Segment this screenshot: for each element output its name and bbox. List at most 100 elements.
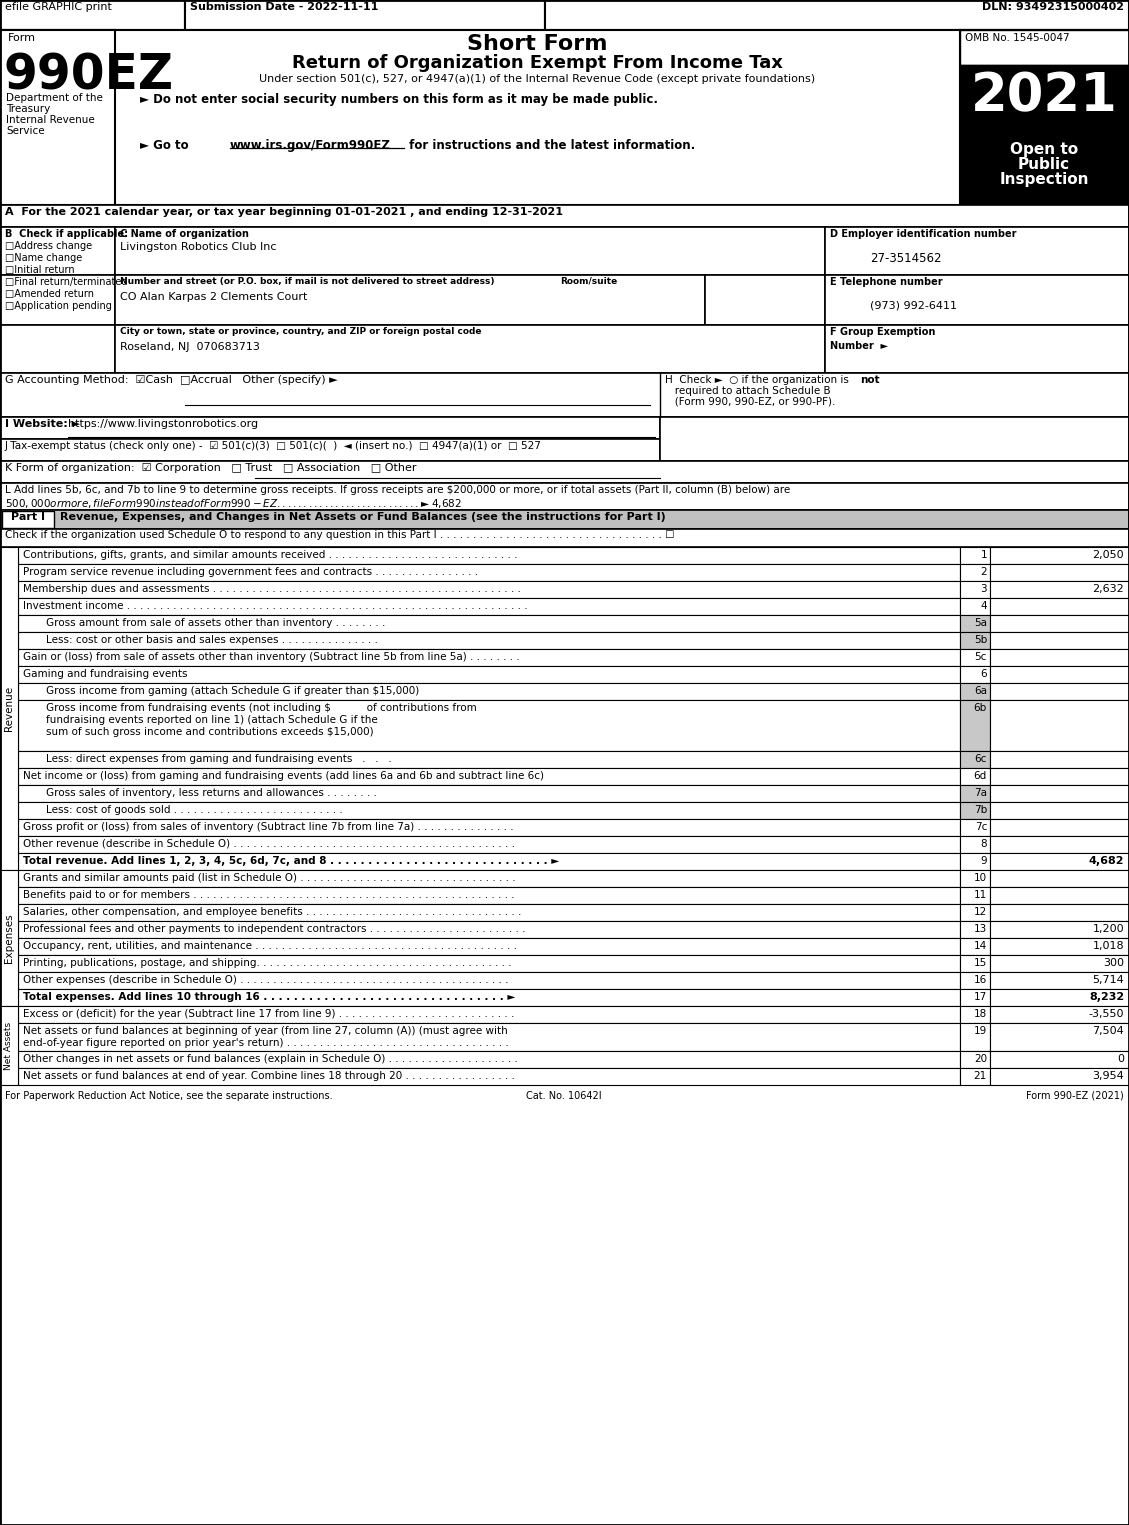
Bar — [990, 971, 1129, 990]
Text: Expenses: Expenses — [5, 913, 14, 962]
Bar — [960, 66, 1129, 136]
Bar — [0, 274, 115, 325]
Text: Gross income from fundraising events (not including $           of contributions: Gross income from fundraising events (no… — [46, 703, 476, 714]
Text: F Group Exemption: F Group Exemption — [830, 326, 935, 337]
Bar — [2, 511, 54, 528]
Text: Roseland, NJ  070683713: Roseland, NJ 070683713 — [120, 342, 260, 352]
Text: E Telephone number: E Telephone number — [830, 278, 943, 287]
Text: Investment income . . . . . . . . . . . . . . . . . . . . . . . . . . . . . . . : Investment income . . . . . . . . . . . … — [23, 601, 527, 612]
Text: Total expenses. Add lines 10 through 16 . . . . . . . . . . . . . . . . . . . . : Total expenses. Add lines 10 through 16 … — [23, 991, 515, 1002]
Bar — [990, 1006, 1129, 1023]
Text: I Website: ►: I Website: ► — [5, 419, 80, 429]
Bar — [960, 888, 990, 904]
Text: 1,018: 1,018 — [1093, 941, 1124, 952]
Text: 6a: 6a — [974, 686, 987, 695]
Text: □Final return/terminated: □Final return/terminated — [5, 278, 128, 287]
Text: Grants and similar amounts paid (list in Schedule O) . . . . . . . . . . . . . .: Grants and similar amounts paid (list in… — [23, 872, 516, 883]
Text: 6: 6 — [980, 669, 987, 679]
Text: Public: Public — [1018, 157, 1070, 172]
Bar — [960, 785, 990, 802]
Text: 2: 2 — [980, 567, 987, 576]
Bar — [990, 904, 1129, 921]
Text: 1,200: 1,200 — [1093, 924, 1124, 933]
Text: Department of the: Department of the — [6, 93, 103, 104]
Text: www.irs.gov/Form990EZ: www.irs.gov/Form990EZ — [230, 139, 391, 153]
Bar — [825, 325, 1129, 374]
Bar — [0, 325, 115, 374]
Text: 8,232: 8,232 — [1088, 991, 1124, 1002]
Text: Membership dues and assessments . . . . . . . . . . . . . . . . . . . . . . . . : Membership dues and assessments . . . . … — [23, 584, 520, 595]
Bar — [18, 1023, 960, 1051]
Text: 990EZ: 990EZ — [5, 50, 174, 99]
Text: Salaries, other compensation, and employee benefits . . . . . . . . . . . . . . : Salaries, other compensation, and employ… — [23, 907, 522, 917]
Bar — [0, 529, 1129, 547]
Bar — [18, 785, 960, 802]
Text: □Address change: □Address change — [5, 241, 93, 252]
Bar — [18, 921, 960, 938]
Text: D Employer identification number: D Employer identification number — [830, 229, 1016, 239]
Bar — [960, 700, 990, 750]
Bar — [960, 547, 990, 564]
Text: Net assets or fund balances at end of year. Combine lines 18 through 20 . . . . : Net assets or fund balances at end of ye… — [23, 1071, 515, 1081]
Bar — [825, 274, 1129, 325]
Bar — [0, 374, 1129, 416]
Bar — [960, 802, 990, 819]
Bar — [18, 904, 960, 921]
Bar — [704, 274, 825, 325]
Bar — [990, 1023, 1129, 1051]
Text: 7c: 7c — [974, 822, 987, 833]
Bar — [960, 30, 1129, 204]
Bar — [960, 666, 990, 683]
Bar — [960, 615, 990, 631]
Bar — [990, 836, 1129, 852]
Bar — [18, 869, 960, 888]
Bar — [0, 30, 115, 204]
Text: fundraising events reported on line 1) (attach Schedule G if the: fundraising events reported on line 1) (… — [46, 715, 378, 724]
Text: 10: 10 — [974, 872, 987, 883]
Text: Benefits paid to or for members . . . . . . . . . . . . . . . . . . . . . . . . : Benefits paid to or for members . . . . … — [23, 891, 515, 900]
Text: Part I: Part I — [11, 512, 45, 522]
Text: CO Alan Karpas 2 Clements Court: CO Alan Karpas 2 Clements Court — [120, 291, 307, 302]
Bar — [18, 700, 960, 750]
Bar — [960, 921, 990, 938]
Text: 20: 20 — [974, 1054, 987, 1064]
Text: 8: 8 — [980, 839, 987, 849]
Text: 3: 3 — [980, 584, 987, 595]
Text: Livingston Robotics Club Inc: Livingston Robotics Club Inc — [120, 242, 277, 252]
Text: 2021: 2021 — [971, 70, 1118, 122]
Text: L Add lines 5b, 6c, and 7b to line 9 to determine gross receipts. If gross recei: L Add lines 5b, 6c, and 7b to line 9 to … — [5, 485, 790, 496]
Text: 6b: 6b — [973, 703, 987, 714]
Bar — [960, 990, 990, 1006]
Bar — [960, 581, 990, 598]
Text: Form: Form — [8, 34, 36, 43]
Text: Net Assets: Net Assets — [5, 1022, 14, 1069]
Bar — [18, 852, 960, 869]
Text: Check if the organization used Schedule O to respond to any question in this Par: Check if the organization used Schedule … — [5, 531, 674, 540]
Bar — [960, 1023, 990, 1051]
Text: (Form 990, 990-EZ, or 990-PF).: (Form 990, 990-EZ, or 990-PF). — [665, 396, 835, 407]
Bar — [0, 204, 1129, 227]
Text: 2,632: 2,632 — [1092, 584, 1124, 595]
Bar — [18, 650, 960, 666]
Text: 21: 21 — [973, 1071, 987, 1081]
Text: City or town, state or province, country, and ZIP or foreign postal code: City or town, state or province, country… — [120, 326, 481, 336]
Text: Gaming and fundraising events: Gaming and fundraising events — [23, 669, 187, 679]
Text: □Initial return: □Initial return — [5, 265, 75, 274]
Text: -3,550: -3,550 — [1088, 1010, 1124, 1019]
Bar — [990, 547, 1129, 564]
Bar — [960, 819, 990, 836]
Bar — [18, 1051, 960, 1068]
Text: 3,954: 3,954 — [1092, 1071, 1124, 1081]
Bar — [990, 598, 1129, 615]
Bar — [0, 416, 660, 439]
Text: □Amended return: □Amended return — [5, 290, 94, 299]
Bar — [960, 564, 990, 581]
Text: Return of Organization Exempt From Income Tax: Return of Organization Exempt From Incom… — [291, 53, 782, 72]
Text: □Name change: □Name change — [5, 253, 82, 262]
Text: Program service revenue including government fees and contracts . . . . . . . . : Program service revenue including govern… — [23, 567, 478, 576]
Bar — [960, 1068, 990, 1084]
Text: Internal Revenue: Internal Revenue — [6, 114, 95, 125]
Bar — [18, 836, 960, 852]
Text: Gross profit or (loss) from sales of inventory (Subtract line 7b from line 7a) .: Gross profit or (loss) from sales of inv… — [23, 822, 514, 833]
Text: 5c: 5c — [974, 653, 987, 662]
